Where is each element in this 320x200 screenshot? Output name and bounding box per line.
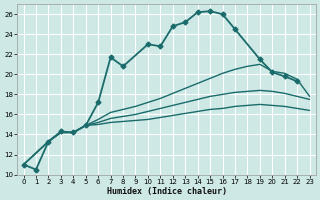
X-axis label: Humidex (Indice chaleur): Humidex (Indice chaleur) — [107, 187, 227, 196]
